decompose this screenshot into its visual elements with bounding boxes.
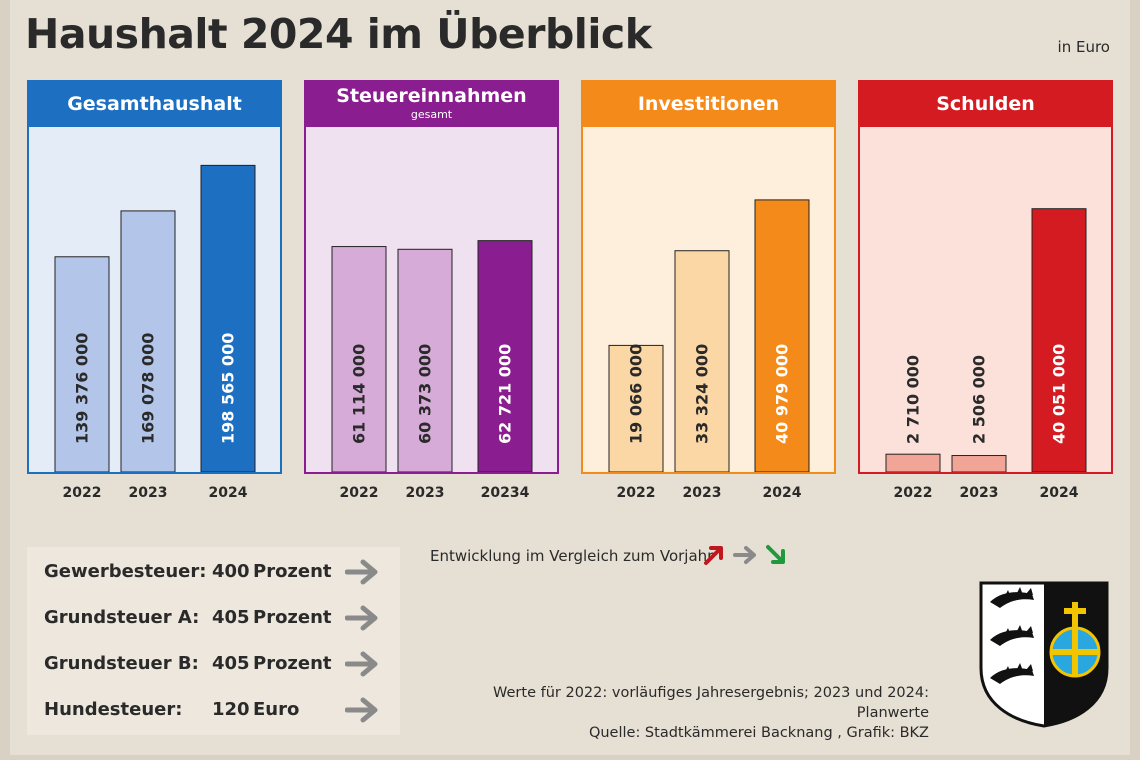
arrow-up-icon: [704, 546, 723, 565]
bar-value-label: 61 114 000: [350, 344, 369, 444]
arrow-right-icon: [345, 605, 378, 631]
arrow-right-icon: [345, 559, 378, 585]
tax-rates-box: Gewerbesteuer: 400 Prozent Grundsteuer A…: [27, 547, 400, 735]
year-label: 2023: [683, 485, 722, 501]
rate-row-grundsteuer-a: Grundsteuer A: 405 Prozent: [27, 603, 400, 633]
panel-title: Gesamthaushalt: [67, 93, 242, 115]
year-label: 2023: [406, 485, 445, 501]
rate-value: 120: [212, 699, 250, 720]
footnote-line-1: Werte für 2022: vorläufiges Jahresergebn…: [493, 685, 929, 721]
page-title: Haushalt 2024 im Überblick: [25, 10, 652, 58]
arrow-right-icon: [345, 651, 378, 677]
bar-value-label: 40 979 000: [773, 344, 792, 444]
chart-gesamthaushalt: 139 376 000 169 078 000 198 565 000: [54, 164, 256, 472]
bar-2022: [608, 344, 664, 472]
year-label: 2024: [209, 485, 248, 501]
chart-investitionen: 19 066 000 33 324 000 40 979 000: [608, 199, 810, 472]
rate-label: Hundesteuer:: [44, 699, 183, 720]
panel-header: Steuereinnahmen gesamt: [306, 82, 557, 127]
rate-row-gewerbesteuer: Gewerbesteuer: 400 Prozent: [27, 557, 400, 587]
panel-title: Investitionen: [637, 93, 780, 115]
bar-2022: [331, 246, 387, 472]
rate-value: 405: [212, 653, 250, 674]
year-label: 2022: [63, 485, 102, 501]
rate-label: Grundsteuer A:: [44, 607, 200, 628]
rate-value: 400: [212, 561, 250, 582]
rate-unit: Prozent: [253, 653, 332, 674]
bar-2024: [200, 164, 256, 472]
coat-of-arms-logo: [979, 581, 1109, 728]
bar-2023: [120, 210, 176, 472]
bar-value-label: 40 051 000: [1050, 344, 1069, 444]
bar-value-label: 139 376 000: [73, 333, 92, 444]
rate-value: 405: [212, 607, 250, 628]
rate-unit: Prozent: [253, 561, 332, 582]
trend-legend-text: Entwicklung im Vergleich zum Vorjahr: [430, 547, 714, 565]
bar-2022: [54, 256, 110, 472]
footnote: Werte für 2022: vorläufiges Jahresergebn…: [440, 683, 929, 743]
bar-value-label: 62 721 000: [496, 344, 515, 444]
year-label: 2024: [1040, 485, 1079, 501]
panel-header: Gesamthaushalt: [29, 82, 280, 127]
bar-value-label: 198 565 000: [219, 333, 238, 444]
panel-investitionen: Investitionen 19 066 000 33 324 000 40 979…: [581, 80, 836, 474]
panel-gesamthaushalt: Gesamthaushalt 139 376 000 169 078 000 198…: [27, 80, 282, 474]
unit-label: in Euro: [1057, 38, 1110, 56]
arrow-down-icon: [766, 545, 785, 564]
year-label: 2022: [894, 485, 933, 501]
panel-schulden: Schulden 2 710 000 2 506 000 40 051 000: [858, 80, 1113, 474]
bar-20234: [477, 240, 533, 472]
bar-2023: [674, 250, 730, 472]
arrow-right-icon: [733, 546, 756, 564]
year-labels: 2022 2023 2024 2022 2023 20234 2022 2023 2024 202…: [63, 485, 1079, 501]
rate-label: Grundsteuer B:: [44, 653, 199, 674]
year-label: 2022: [617, 485, 656, 501]
year-label: 2023: [960, 485, 999, 501]
rate-row-hundesteuer: Hundesteuer: 120 Euro: [27, 695, 400, 725]
panel-header: Investitionen: [583, 82, 834, 127]
bar-value-label: 60 373 000: [416, 344, 435, 444]
panel-title: Schulden: [936, 93, 1035, 115]
panel-title: Steuereinnahmen: [336, 85, 527, 107]
panel-subtitle: gesamt: [410, 108, 453, 121]
rate-row-grundsteuer-b: Grundsteuer B: 405 Prozent: [27, 649, 400, 679]
bar-value-label: 19 066 000: [627, 344, 646, 444]
rate-unit: Euro: [253, 699, 300, 720]
bar-2022: [885, 453, 941, 472]
panel-steuereinnahmen: Steuereinnahmen gesamt 61 114 000 60 373 …: [304, 80, 559, 474]
rate-unit: Prozent: [253, 607, 332, 628]
bar-2023: [397, 248, 453, 472]
bar-2024: [754, 199, 810, 472]
bar-value-label: 2 710 000: [904, 355, 923, 444]
chart-schulden: 2 710 000 2 506 000 40 051 000: [885, 208, 1087, 472]
bar-value-label: 2 506 000: [970, 355, 989, 444]
year-label: 20234: [481, 485, 530, 501]
year-label: 2023: [129, 485, 168, 501]
year-label: 2024: [763, 485, 802, 501]
bar-2024: [1031, 208, 1087, 472]
year-label: 2022: [340, 485, 379, 501]
panel-header: Schulden: [860, 82, 1111, 127]
rate-label: Gewerbesteuer:: [44, 561, 207, 582]
arrow-right-icon: [345, 697, 378, 723]
chart-steuereinnahmen: 61 114 000 60 373 000 62 721 000: [331, 240, 533, 472]
bar-2023: [951, 455, 1007, 472]
bar-value-label: 33 324 000: [693, 344, 712, 444]
footnote-line-2: Quelle: Stadtkämmerei Backnang , Grafik:…: [588, 725, 929, 741]
bar-value-label: 169 078 000: [139, 333, 158, 444]
